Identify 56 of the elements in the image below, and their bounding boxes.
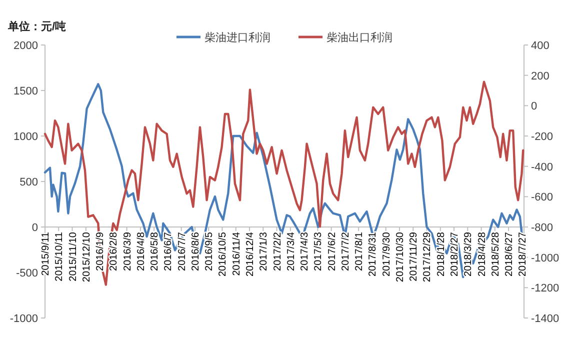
y2-tick-label: -600: [531, 192, 554, 204]
y-tick-label: 500: [20, 176, 38, 188]
x-tick-label: 2017/12/29: [422, 232, 434, 282]
x-tick-label: 2018/7/27: [518, 232, 529, 276]
y-tick-label: 1000: [14, 131, 38, 143]
y2-tick-label: -200: [531, 131, 554, 143]
x-tick-label: 2016/7/7: [176, 232, 188, 271]
x-tick-label: 2016/3/9: [122, 232, 134, 271]
x-tick-label: 2016/4/8: [136, 232, 147, 271]
x-tick-label: 2018/1/28: [436, 232, 447, 276]
y2-tick-label: -800: [531, 222, 554, 234]
y-tick-label: 2000: [14, 40, 38, 52]
y2-tick-label: -1000: [531, 252, 560, 264]
x-tick-label: 2017/10/30: [394, 232, 406, 282]
x-tick-label: 2018/2/27: [450, 232, 461, 276]
x-tick-label: 2017/5/3: [313, 232, 324, 271]
x-tick-label: 2016/6/7: [163, 232, 174, 271]
x-tick-label: 2018/6/27: [504, 232, 516, 276]
legend-label: 柴油出口利润: [326, 31, 392, 44]
y2-tick-label: 0: [531, 100, 538, 113]
x-tick-label: 2015/12/10: [81, 232, 92, 282]
x-tick-label: 2017/11/29: [408, 232, 420, 282]
x-tick-label: 2016/8/6: [190, 232, 202, 271]
x-tick-label: 2016/2/8: [108, 232, 120, 271]
y2-tick-label: -400: [531, 161, 554, 174]
y-tick-label: -1000: [10, 313, 38, 325]
x-tick-label: 2016/1/9: [95, 232, 106, 271]
x-tick-label: 2015/11/10: [68, 232, 79, 282]
x-tick-label: 2017/7/2: [340, 232, 352, 271]
y-tick-label: 0: [32, 222, 38, 234]
y-axis-title: 单位：元/吨: [7, 20, 66, 33]
x-tick-label: 2017/8/31: [368, 232, 379, 276]
legend-label: 柴油进口利润: [204, 31, 270, 44]
x-tick-label: 2016/11/4: [231, 232, 242, 276]
x-tick-label: 2018/4/28: [476, 232, 488, 276]
y-tick-label: 1500: [14, 86, 38, 98]
x-tick-label: 2017/1/3: [258, 232, 270, 271]
x-tick-label: 2018/3/29: [463, 232, 474, 276]
y2-tick-label: 200: [531, 70, 550, 82]
x-tick-label: 2017/9/30: [381, 232, 392, 276]
y2-tick-label: -1400: [531, 313, 560, 325]
x-tick-label: 2015/9/11: [40, 232, 52, 276]
x-tick-label: 2016/9/5: [204, 232, 216, 271]
x-tick-label: 2017/8/1: [354, 232, 366, 271]
y-tick-label: -500: [16, 268, 38, 280]
x-tick-label: 2017/4/3: [300, 232, 311, 271]
x-tick-label: 2018/5/28: [490, 232, 502, 276]
x-tick-label: 2016/10/5: [218, 232, 229, 276]
x-tick-label: 2017/2/2: [272, 232, 284, 271]
x-tick-label: 2017/6/2: [326, 232, 338, 271]
x-tick-label: 2016/5/8: [150, 232, 161, 271]
x-tick-label: 2016/12/4: [245, 232, 256, 276]
y2-tick-label: -1200: [531, 282, 560, 295]
x-tick-label: 2015/10/11: [54, 232, 66, 282]
x-tick-label: 2017/3/4: [286, 232, 297, 271]
y2-tick-label: 400: [531, 40, 550, 52]
